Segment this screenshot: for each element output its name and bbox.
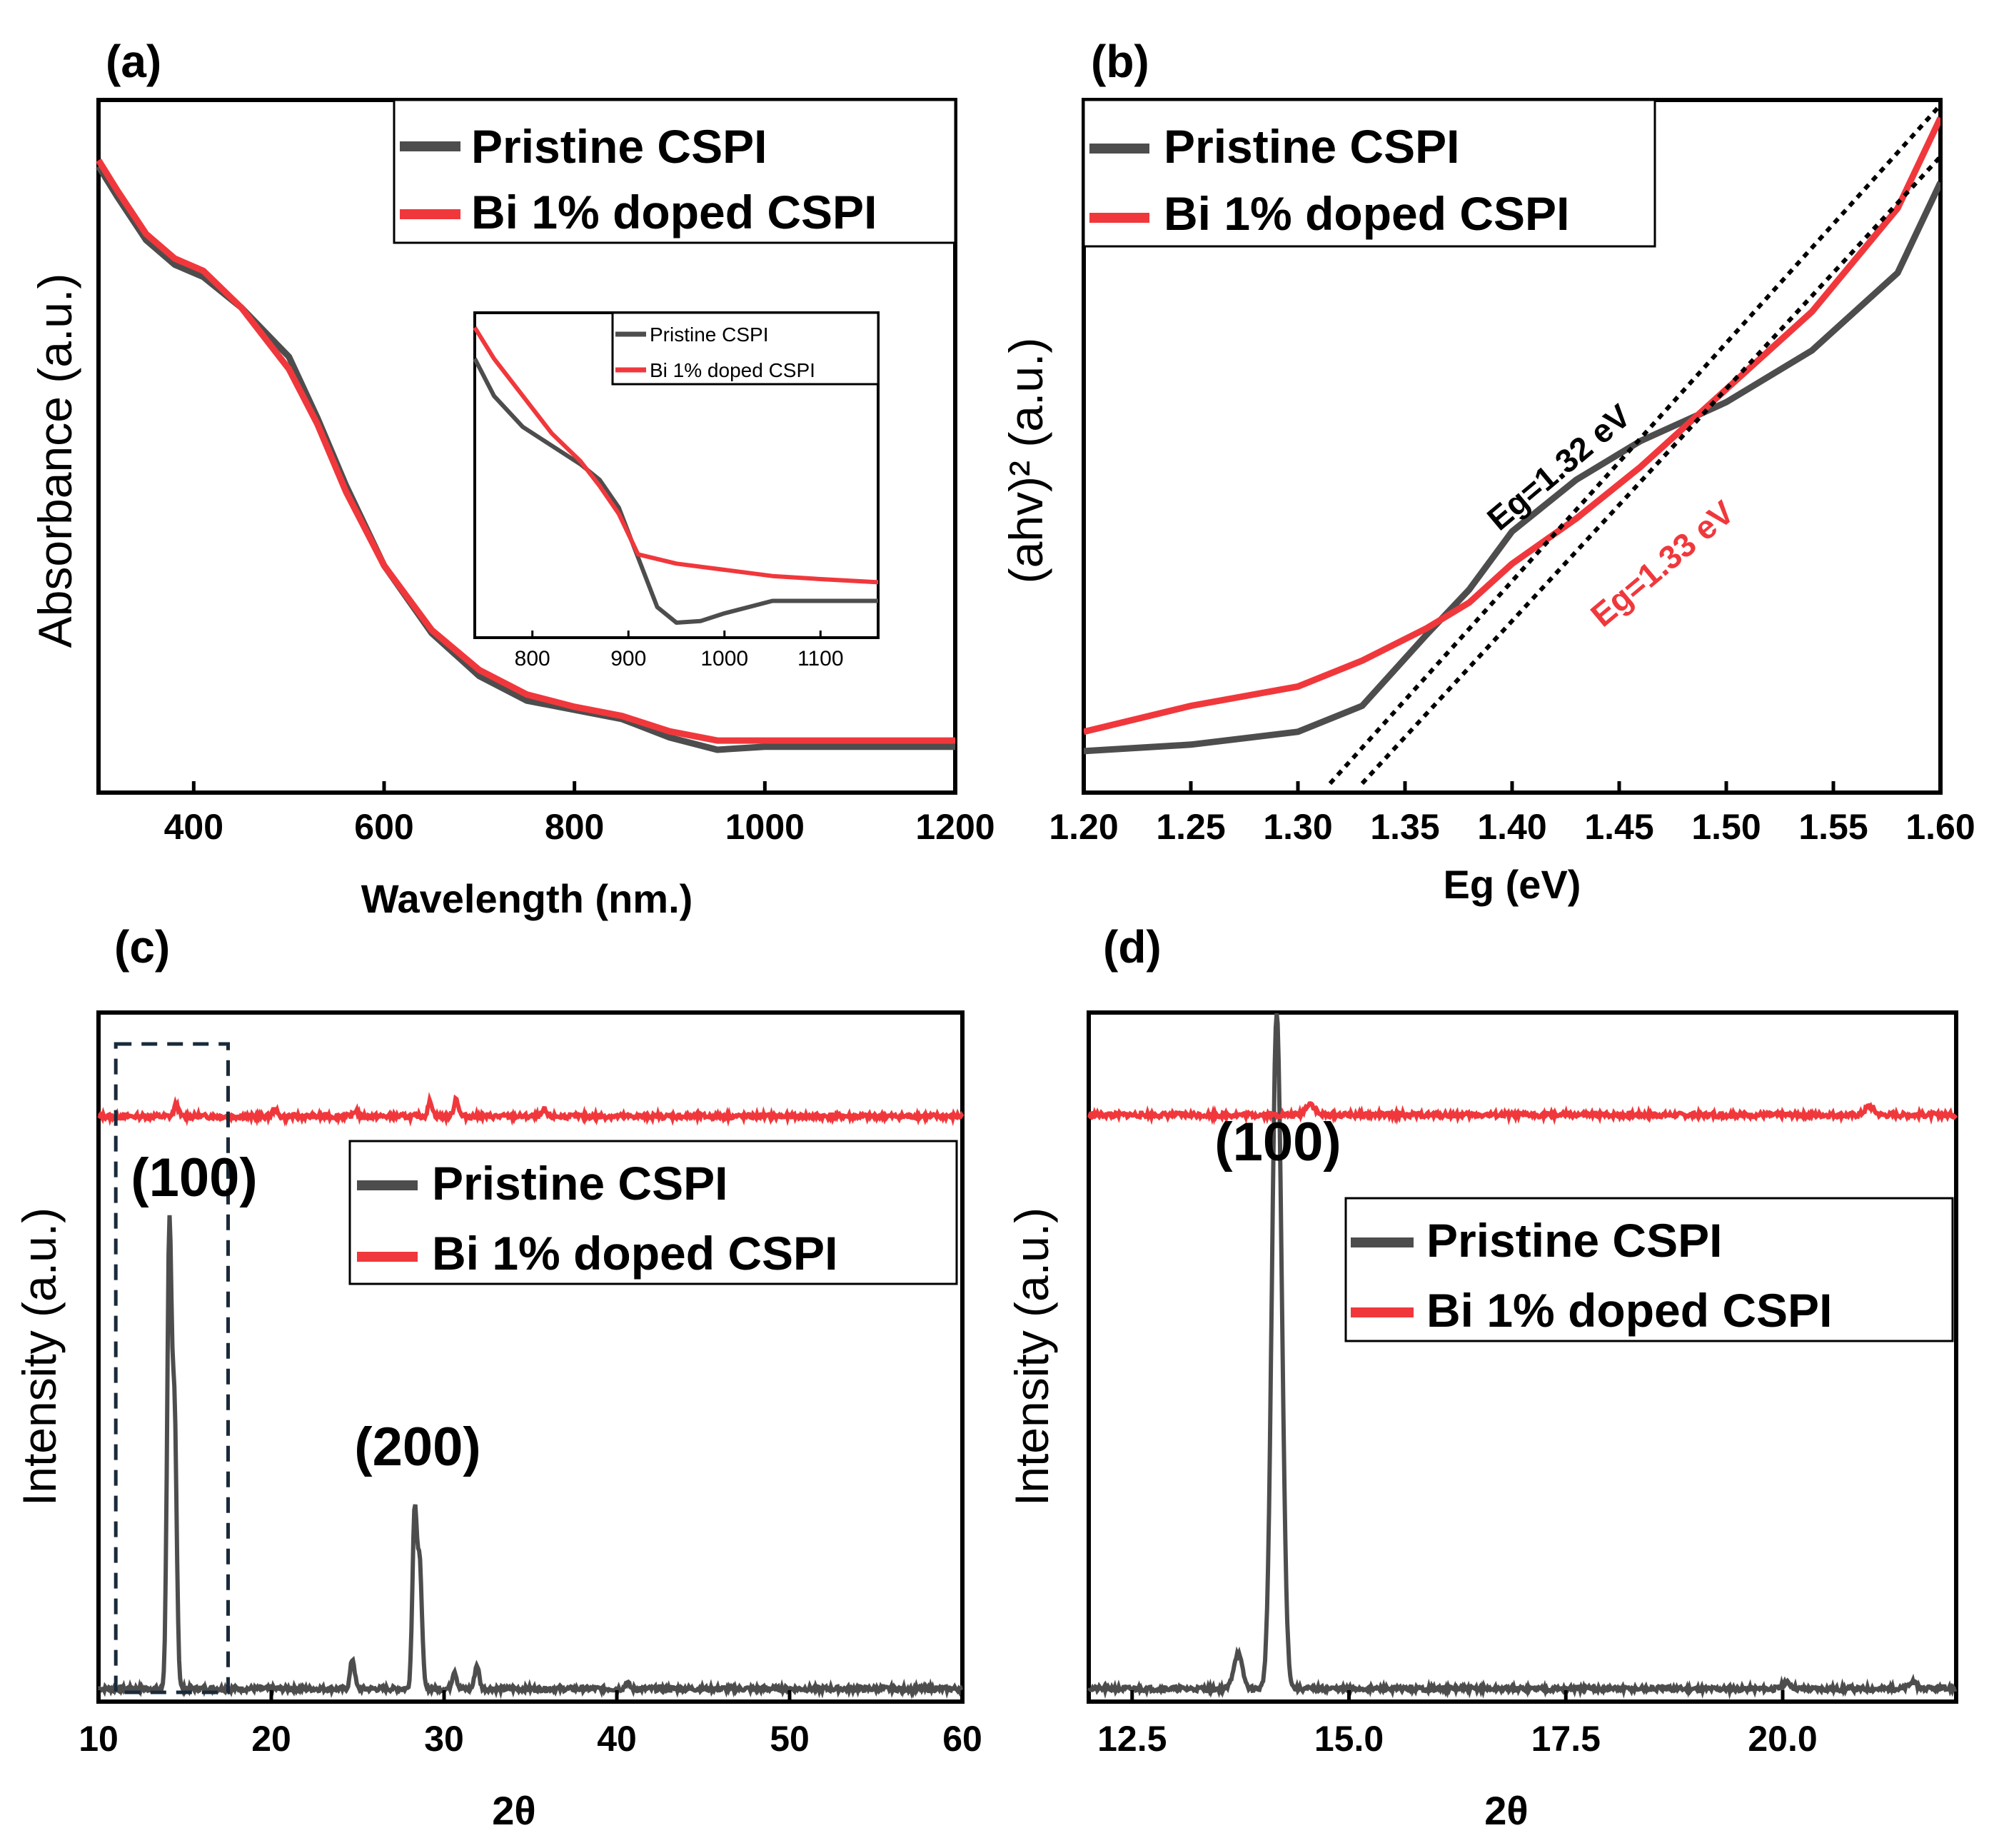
inset-tick-label: 900	[610, 647, 646, 671]
inset-series-bi-1-doped-cspi	[473, 326, 879, 585]
panel-b-x-tick-label: 1.45	[1584, 807, 1653, 847]
panel-a-x-tick-label: 1200	[915, 807, 995, 847]
peak-label-100-c: (100)	[131, 1148, 257, 1208]
panel-d-x-tick-label: 17.5	[1531, 1719, 1601, 1759]
panel-a: (a) 400 600 800 1000 1200 Wavelength (nm.) A…	[29, 36, 995, 921]
panel-c-x-tick-label: 10	[79, 1719, 119, 1759]
series-bi-1-doped-cspi	[1084, 116, 1940, 735]
panel-a-x-tick-label: 600	[354, 807, 413, 847]
panel-a-curves	[96, 159, 955, 753]
panel-c-frame	[96, 1010, 965, 1704]
inset-tick-label: 1000	[700, 647, 748, 671]
panel-b-legend-pristine: Pristine CSPI	[1164, 120, 1459, 173]
panel-b-legend: Pristine CSPI Bi 1% doped CSPI	[1082, 99, 1656, 248]
panel-c-curves	[97, 1092, 965, 1699]
panel-c-x-tick-label: 50	[770, 1719, 810, 1759]
panel-d-x-tick-label: 15.0	[1314, 1719, 1384, 1759]
eg-annotation-doped: Eg=1.33 eV	[1583, 493, 1741, 634]
panel-a-legend-doped: Bi 1% doped CSPI	[471, 186, 877, 238]
panel-d-xlabel: 2θ	[1484, 1788, 1528, 1833]
panel-b-xlabel: Eg (eV)	[1444, 862, 1581, 907]
panel-b-x-tick-label: 1.20	[1049, 807, 1118, 847]
panel-d-x-tick-label: 20.0	[1748, 1719, 1817, 1759]
fit-line	[1328, 103, 1940, 785]
panel-d-x-tick-label: 12.5	[1097, 1719, 1167, 1759]
panel-d-legend-box	[1344, 1197, 1954, 1342]
panel-b: (b) 1.20 1.25 1.30 1.35 1.40 1.45 1.50 1.55 1.60…	[1000, 36, 1975, 907]
panel-a-x-tick-label: 800	[545, 807, 604, 847]
panel-c: (c) 10 20 30 40 50 60 2θ Intensity (a.u.) (10…	[13, 921, 982, 1833]
panel-d-legend-doped: Bi 1% doped CSPI	[1426, 1284, 1832, 1337]
panel-d: (d) 12.5 15.0 17.5 20.0 2θ Intensity (a.u.)…	[1005, 921, 1958, 1833]
panel-c-highlight-box	[114, 1042, 230, 1694]
panel-a-inset: 800 900 1000 1100 Pristine CSPI Bi 1% doped…	[473, 311, 880, 671]
panel-d-frame	[1087, 1010, 1958, 1704]
panel-a-x-tick-label: 400	[164, 807, 223, 847]
panel-b-legend-doped: Bi 1% doped CSPI	[1164, 187, 1569, 240]
panel-b-x-tick-label: 1.25	[1156, 807, 1225, 847]
panel-b-label: (b)	[1091, 36, 1149, 87]
series-bi-1-doped-cspi	[1087, 1101, 1958, 1126]
panel-a-legend-box	[393, 99, 957, 244]
panel-b-x-tick-label: 1.50	[1691, 807, 1761, 847]
panel-b-curves	[1084, 103, 1940, 785]
panel-c-x-tick-label: 30	[424, 1719, 464, 1759]
panel-c-label: (c)	[114, 921, 170, 973]
panel-d-ylabel: Intensity (a.u.)	[1005, 1207, 1058, 1506]
inset-ticks: 800 900 1000 1100	[515, 631, 844, 671]
panel-d-ticks: 12.5 15.0 17.5 20.0	[1097, 1690, 1818, 1759]
panel-a-x-tick-label: 1000	[725, 807, 805, 847]
inset-tick-label: 1100	[797, 647, 844, 671]
panel-c-legend-box	[348, 1140, 958, 1285]
panel-d-legend: Pristine CSPI Bi 1% doped CSPI	[1344, 1197, 1954, 1342]
panel-c-xlabel: 2θ	[492, 1788, 535, 1833]
panel-a-label: (a)	[106, 36, 161, 87]
panel-c-legend-pristine: Pristine CSPI	[432, 1157, 727, 1210]
panel-b-x-tick-label: 1.35	[1370, 807, 1439, 847]
panel-c-x-tick-label: 60	[942, 1719, 982, 1759]
inset-legend-doped: Bi 1% doped CSPI	[650, 359, 815, 381]
series-pristine-cspi	[1087, 1013, 1958, 1700]
peak-label-100-d: (100)	[1214, 1112, 1341, 1172]
panel-b-x-tick-label: 1.40	[1477, 807, 1546, 847]
panel-b-ylabel: (ahv)² (a.u.)	[1000, 338, 1052, 584]
inset-series-pristine-cspi	[473, 357, 878, 625]
panel-c-x-tick-label: 20	[251, 1719, 291, 1759]
inset-curves	[473, 326, 879, 625]
panel-c-x-tick-label: 40	[597, 1719, 637, 1759]
panel-d-curves	[1087, 1013, 1958, 1700]
inset-tick-label: 800	[515, 647, 550, 671]
panel-a-ticks: 400 600 800 1000 1200	[164, 781, 995, 847]
panel-b-x-tick-label: 1.55	[1798, 807, 1868, 847]
panel-a-legend-pristine: Pristine CSPI	[471, 120, 767, 173]
panel-c-legend-doped: Bi 1% doped CSPI	[432, 1227, 837, 1280]
panel-b-legend-box	[1082, 99, 1656, 248]
panel-d-label: (d)	[1103, 921, 1162, 973]
inset-legend-box	[611, 311, 880, 386]
panel-b-x-tick-label: 1.30	[1263, 807, 1332, 847]
panel-a-xlabel: Wavelength (nm.)	[361, 876, 693, 921]
peak-label-200-c: (200)	[354, 1417, 480, 1477]
panel-c-ylabel: Intensity (a.u.)	[13, 1207, 66, 1506]
series-pristine-cspi	[97, 1215, 964, 1699]
panel-c-ticks: 10 20 30 40 50 60	[79, 1690, 982, 1759]
panel-b-ticks: 1.20 1.25 1.30 1.35 1.40 1.45 1.50 1.55 1.60	[1049, 781, 1975, 847]
panel-d-legend-pristine: Pristine CSPI	[1426, 1214, 1722, 1267]
panel-a-legend: Pristine CSPI Bi 1% doped CSPI	[393, 99, 957, 244]
panel-b-x-tick-label: 1.60	[1905, 807, 1975, 847]
inset-legend-pristine: Pristine CSPI	[650, 323, 769, 346]
series-pristine-cspi	[1084, 181, 1940, 755]
fit-line	[1360, 155, 1940, 785]
series-bi-1-doped-cspi	[96, 159, 955, 744]
panel-a-ylabel: Absorbance (a.u.)	[29, 273, 81, 648]
series-bi-1-doped-cspi	[97, 1092, 965, 1128]
panel-c-legend: Pristine CSPI Bi 1% doped CSPI	[348, 1140, 958, 1285]
